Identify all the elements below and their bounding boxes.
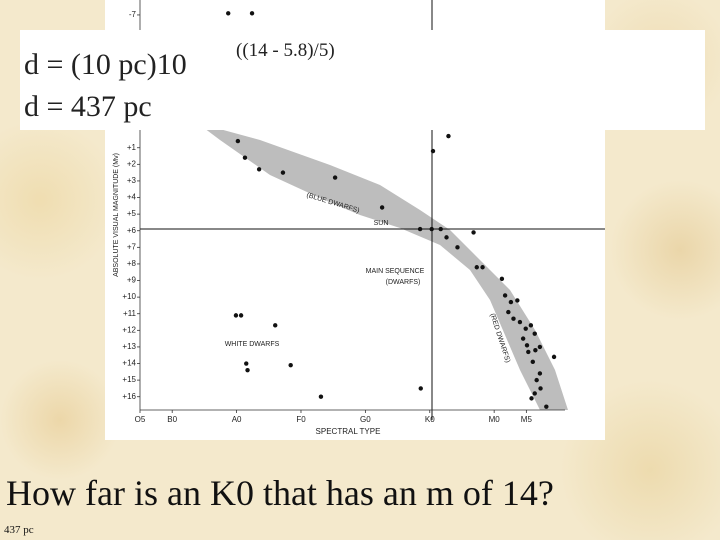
star-point: [537, 371, 543, 376]
annotation: SUN: [374, 220, 389, 227]
result: d = 437 pc: [24, 90, 152, 123]
y-tick-label: +5: [127, 209, 137, 218]
star-point: [517, 319, 523, 325]
y-tick-label: +12: [122, 325, 136, 334]
y-tick-label: +10: [122, 292, 136, 301]
star-point: [529, 396, 534, 401]
star-point: [288, 362, 293, 368]
star-point: [534, 377, 539, 383]
y-tick-label: -7: [129, 10, 137, 19]
star-point: [244, 361, 249, 366]
star-point: [430, 148, 436, 154]
star-point: [418, 386, 423, 391]
star-point: [538, 386, 543, 391]
star-point: [528, 323, 534, 328]
y-tick-label: +11: [123, 309, 137, 318]
annotation: (DWARFS): [386, 279, 421, 286]
star-point: [332, 175, 338, 180]
star-point: [520, 336, 526, 341]
main-sequence-band: [200, 125, 568, 410]
y-tick-label: +2: [127, 159, 137, 168]
star-point: [242, 155, 248, 160]
y-tick-label: +14: [122, 359, 136, 368]
star-point: [532, 391, 537, 396]
note: 437 pc: [4, 524, 34, 536]
star-point: [249, 11, 255, 16]
y-tick-label: +9: [127, 276, 137, 285]
formula-exponent: ((14 - 5.8)/5): [236, 40, 335, 61]
annotation: MAIN SEQUENCE: [366, 268, 425, 275]
star-point: [429, 226, 434, 232]
y-tick-label: +16: [122, 392, 136, 401]
y-tick-label: +3: [127, 176, 137, 185]
star-point: [499, 276, 505, 282]
x-tick-label: B0: [167, 415, 177, 424]
x-tick-label: K0: [425, 415, 435, 424]
y-tick-label: +6: [127, 226, 137, 235]
star-point: [480, 265, 485, 270]
star-point: [438, 226, 443, 232]
annotation: WHITE DWARFS: [225, 341, 280, 348]
y-tick-label: +1: [127, 143, 137, 152]
x-tick-label: O5: [135, 415, 146, 424]
star-point: [515, 298, 520, 303]
y-tick-label: +7: [127, 242, 137, 251]
star-point: [226, 11, 231, 16]
star-point: [280, 170, 286, 175]
star-point: [474, 265, 479, 270]
star-point: [511, 316, 516, 321]
y-tick-label: +8: [127, 259, 137, 268]
y-tick-label: +13: [122, 342, 136, 351]
x-tick-label: M0: [489, 415, 501, 424]
star-point: [523, 326, 528, 331]
star-point: [238, 313, 244, 318]
star-point: [533, 348, 538, 353]
x-tick-label: M5: [521, 415, 533, 424]
formula-box: [20, 30, 705, 130]
star-point: [537, 344, 543, 350]
x-tick-label: G0: [360, 415, 371, 424]
star-point: [455, 245, 460, 250]
star-point: [526, 349, 531, 355]
y-tick-label: +4: [127, 193, 137, 202]
star-point: [444, 235, 449, 240]
star-point: [551, 354, 557, 360]
star-point: [417, 226, 423, 232]
star-point: [379, 205, 385, 210]
star-point: [273, 323, 278, 328]
x-axis-label: SPECTRAL TYPE: [316, 427, 381, 436]
star-point: [233, 313, 239, 318]
star-point: [256, 167, 262, 172]
question: How far is an K0 that has an m of 14?: [6, 473, 554, 513]
star-point: [544, 404, 549, 409]
star-point: [235, 138, 241, 144]
star-point: [245, 367, 250, 373]
star-point: [508, 299, 514, 305]
star-point: [524, 343, 530, 348]
star-point: [446, 133, 451, 139]
star-point: [532, 331, 537, 336]
x-tick-label: F0: [296, 415, 306, 424]
x-tick-label: A0: [232, 415, 242, 424]
y-tick-label: +15: [122, 375, 136, 384]
y-axis-label: ABSOLUTE VISUAL MAGNITUDE (Mv): [113, 153, 120, 277]
star-point: [471, 230, 476, 235]
star-point: [318, 394, 324, 399]
formula: d = (10 pc)10: [24, 48, 187, 81]
star-point: [506, 309, 511, 315]
star-point: [530, 359, 536, 365]
star-point: [502, 293, 508, 298]
